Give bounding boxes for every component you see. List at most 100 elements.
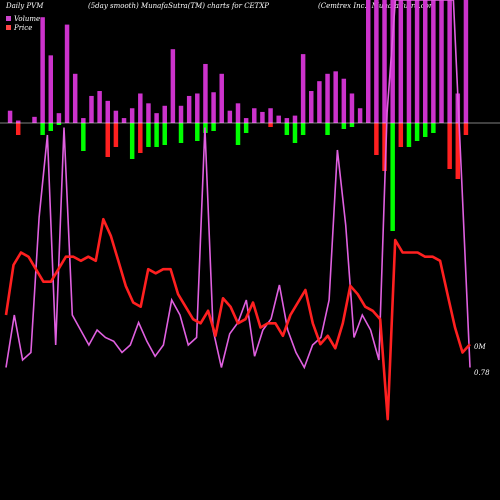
volume-bar-up: [7, 110, 13, 123]
volume-end-label: 0M: [474, 343, 486, 351]
volume-bar-up: [15, 120, 21, 123]
volume-bar-up: [235, 103, 241, 123]
volume-bar-up: [129, 108, 135, 123]
volume-bar-up: [81, 118, 86, 123]
volume-bar-down: [162, 123, 167, 145]
volume-bar-down: [349, 123, 355, 127]
volume-bar-up: [162, 105, 167, 123]
volume-bar-down: [211, 123, 216, 131]
volume-bar-up: [317, 81, 322, 123]
volume-bar-down: [455, 123, 461, 179]
volume-bar-up: [138, 93, 143, 123]
legend-price-label: Price: [14, 23, 33, 32]
legend-volume-label: Volume: [14, 14, 41, 23]
volume-bar-up: [97, 91, 102, 123]
price-line: [4, 217, 471, 421]
volume-bar-up: [309, 91, 314, 123]
volume-bar-up: [227, 110, 233, 123]
volume-bar-down: [431, 123, 436, 133]
volume-bar-up: [170, 49, 176, 124]
volume-bar-up: [186, 95, 192, 123]
volume-bar-down: [422, 123, 428, 137]
volume-bar-up: [252, 108, 257, 123]
volume-bar-up: [390, 0, 395, 123]
volume-bar-up: [146, 103, 151, 123]
volume-bar-up: [260, 111, 265, 123]
volume-bar-down: [195, 123, 200, 141]
volume-bar-down: [40, 123, 45, 135]
volume-bar-up: [219, 73, 224, 123]
volume-bar-down: [138, 123, 143, 153]
volume-bar-down: [292, 123, 298, 143]
volume-bar-up: [333, 71, 338, 123]
chart-type-label: Daily PVM: [6, 2, 44, 10]
volume-bar-up: [113, 110, 119, 123]
volume-bar-down: [300, 123, 306, 135]
volume-bar-up: [121, 118, 127, 123]
volume-bar-down: [406, 123, 412, 147]
volume-bar-up: [203, 63, 208, 123]
volume-bar-up: [349, 93, 355, 123]
volume-bar-up: [300, 54, 306, 124]
volume-bar-up: [40, 17, 45, 123]
volume-bar-up: [276, 115, 281, 123]
volume-bar-down: [390, 123, 395, 231]
volume-bar-up: [72, 73, 78, 123]
volume-bar-down: [81, 123, 86, 151]
volume-bar-up: [243, 118, 249, 123]
volume-bar-down: [414, 123, 420, 141]
volume-bar-down: [146, 123, 151, 147]
volume-bar-up: [284, 118, 290, 123]
volume-bar-up: [414, 0, 420, 123]
volume-bar-up: [195, 93, 200, 123]
volume-bar-up: [431, 0, 436, 123]
volume-bar-down: [56, 123, 62, 125]
price-end-label: 0.78: [474, 369, 490, 377]
volume-bar-up: [48, 55, 54, 123]
volume-bar-up: [447, 0, 452, 123]
volume-bar-up: [105, 100, 110, 123]
volume-bar-down: [341, 123, 347, 129]
volume-bar-down: [382, 123, 387, 171]
legend-price-swatch: [6, 25, 11, 30]
volume-bar-up: [439, 0, 444, 123]
volume-bar-down: [325, 123, 330, 135]
volume-bar-up: [398, 0, 404, 123]
legend: Volume Price: [6, 14, 40, 32]
volume-bar-up: [382, 0, 387, 123]
volume-bar-down: [235, 123, 241, 145]
volume-bar-down: [463, 123, 469, 135]
volume-bar-down: [284, 123, 290, 135]
legend-volume: Volume: [6, 14, 40, 23]
volume-bar-up: [366, 0, 371, 123]
volume-bar-down: [178, 123, 184, 143]
volume-bar-up: [374, 0, 379, 123]
volume-bar-down: [374, 123, 379, 155]
legend-volume-swatch: [6, 16, 11, 21]
volume-bar-up: [463, 0, 469, 123]
volume-bar-up: [32, 116, 37, 123]
volume-bar-up: [154, 113, 159, 123]
legend-price: Price: [6, 23, 40, 32]
volume-bar-down: [154, 123, 159, 147]
volume-bar-down: [268, 123, 273, 127]
volume-bar-up: [64, 24, 70, 124]
volume-bar-down: [48, 123, 54, 131]
volume-bar-up: [56, 113, 62, 123]
volume-bar-down: [113, 123, 119, 147]
volume-bar-down: [129, 123, 135, 159]
volume-bar-down: [15, 123, 21, 135]
volume-bar-up: [292, 115, 298, 123]
volume-bar-up: [422, 0, 428, 123]
volume-bar-up: [325, 73, 330, 123]
volume-bar-up: [178, 105, 184, 123]
volume-bar-up: [89, 95, 94, 123]
volume-bar-up: [406, 0, 412, 123]
volume-bar-down: [105, 123, 110, 157]
volume-bar-up: [211, 92, 216, 123]
volume-bar-up: [341, 78, 347, 123]
volume-bar-up: [357, 108, 363, 123]
volume-bar-down: [398, 123, 404, 147]
volume-bar-up: [268, 108, 273, 123]
